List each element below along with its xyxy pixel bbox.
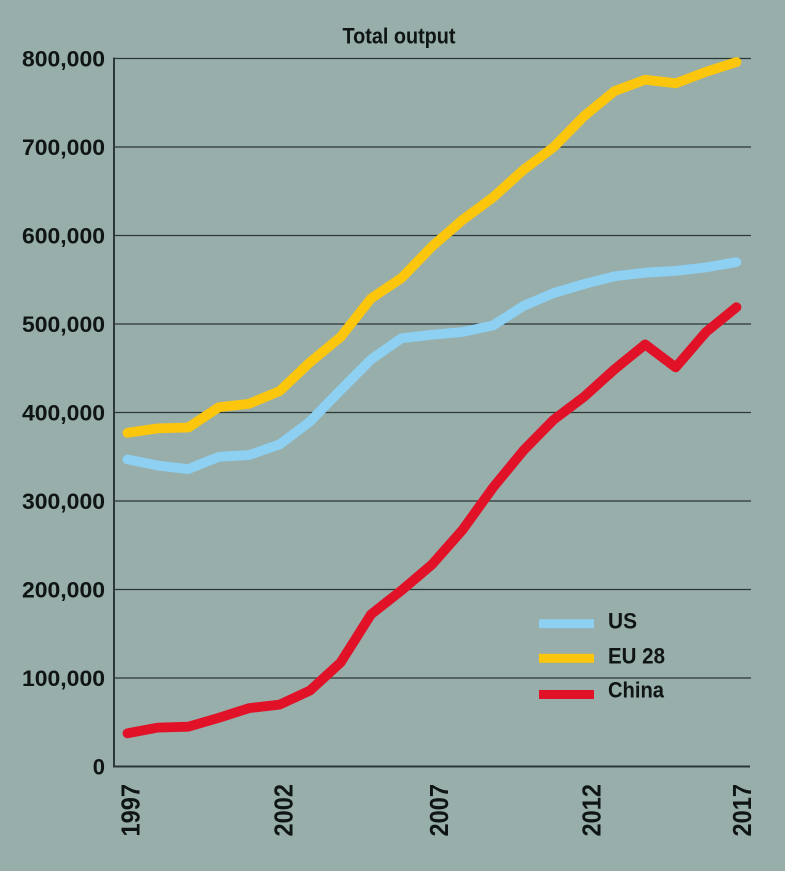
svg-text:2002: 2002	[271, 784, 299, 836]
svg-text:500,000: 500,000	[22, 312, 105, 337]
svg-text:700,000: 700,000	[22, 135, 105, 160]
svg-text:0: 0	[93, 755, 105, 780]
svg-text:EU 28: EU 28	[608, 644, 665, 669]
svg-text:600,000: 600,000	[22, 224, 105, 249]
svg-text:200,000: 200,000	[22, 578, 105, 603]
svg-text:100,000: 100,000	[22, 666, 105, 691]
svg-text:400,000: 400,000	[22, 401, 105, 426]
svg-text:China: China	[608, 677, 665, 702]
svg-text:800,000: 800,000	[22, 47, 105, 72]
svg-text:Total output: Total output	[343, 24, 457, 49]
svg-text:2012: 2012	[579, 784, 607, 836]
svg-text:1997: 1997	[118, 784, 146, 836]
svg-text:2007: 2007	[426, 784, 454, 836]
svg-text:2017: 2017	[729, 784, 757, 836]
svg-text:300,000: 300,000	[22, 489, 105, 514]
svg-text:US: US	[608, 609, 637, 634]
